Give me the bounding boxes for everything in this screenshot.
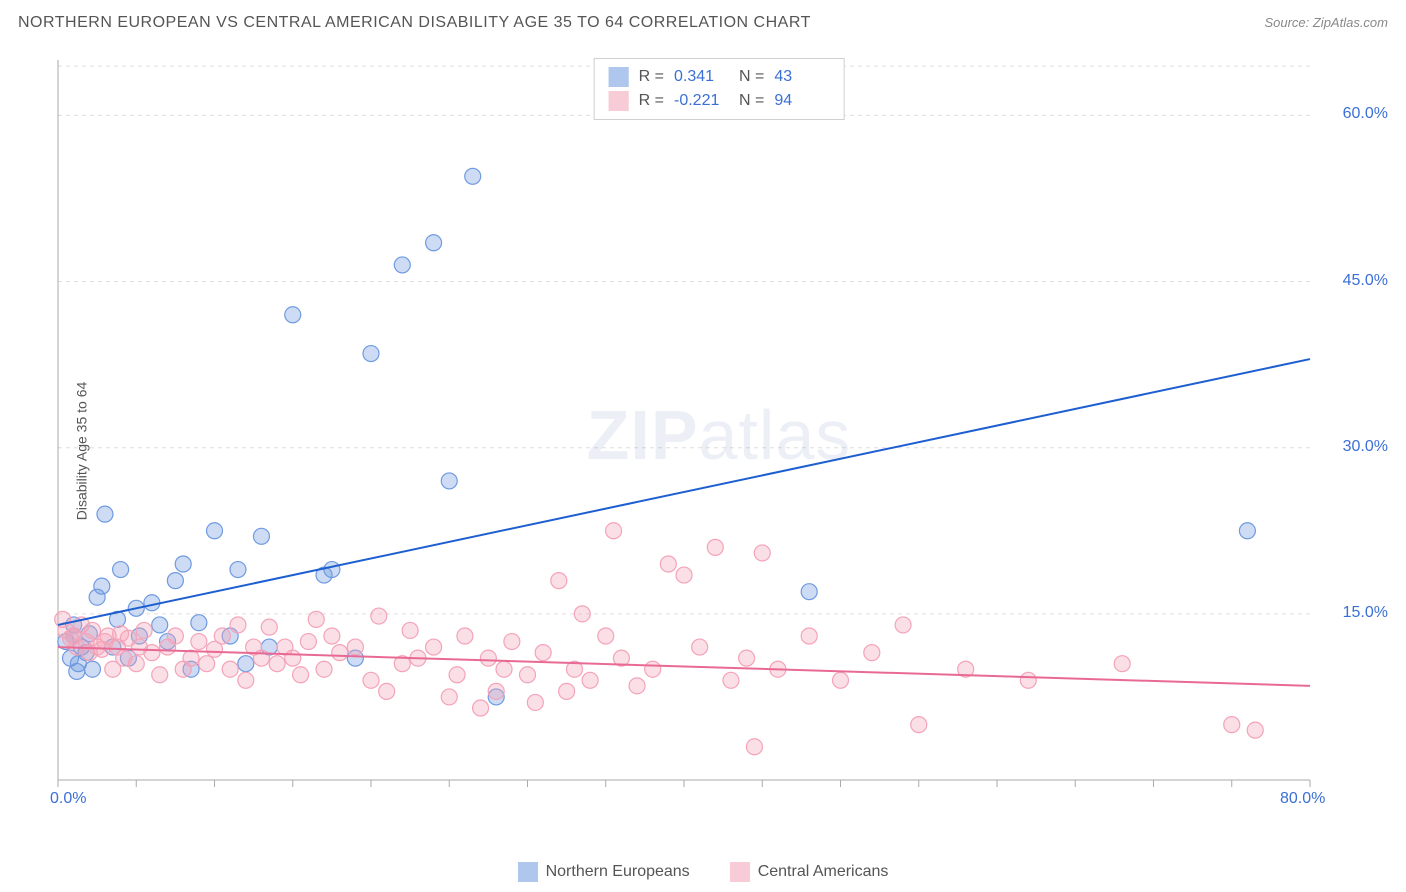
n-label: N =: [739, 92, 764, 110]
y-tick-label: 30.0%: [1343, 438, 1388, 456]
legend-swatch-central: [609, 91, 629, 111]
source-name: ZipAtlas.com: [1313, 15, 1388, 30]
y-tick-label: 60.0%: [1343, 105, 1388, 123]
legend-swatch-central: [730, 862, 750, 882]
scatter-plot-svg: [50, 50, 1350, 810]
legend-label-northern: Northern Europeans: [546, 863, 690, 881]
r-label: R =: [639, 68, 664, 86]
legend-item-northern: Northern Europeans: [518, 862, 690, 882]
x-tick-label: 0.0%: [50, 790, 86, 808]
source-prefix: Source:: [1264, 15, 1312, 30]
y-tick-label: 45.0%: [1343, 272, 1388, 290]
r-value-central: -0.221: [674, 92, 729, 110]
source-attribution: Source: ZipAtlas.com: [1264, 14, 1388, 32]
n-value-northern: 43: [774, 68, 829, 86]
r-value-northern: 0.341: [674, 68, 729, 86]
chart-area: Disability Age 35 to 64 ZIPatlas R =0.34…: [50, 50, 1388, 852]
n-value-central: 94: [774, 92, 829, 110]
chart-title: NORTHERN EUROPEAN VS CENTRAL AMERICAN DI…: [18, 14, 811, 32]
stats-row-northern: R = 0.341 N = 43: [609, 65, 830, 89]
legend-item-central: Central Americans: [730, 862, 889, 882]
legend-label-central: Central Americans: [758, 863, 889, 881]
r-label: R =: [639, 92, 664, 110]
series-legend: Northern Europeans Central Americans: [0, 862, 1406, 882]
n-label: N =: [739, 68, 764, 86]
legend-swatch-northern: [518, 862, 538, 882]
stats-row-central: R = -0.221 N = 94: [609, 89, 830, 113]
y-axis-label: Disability Age 35 to 64: [73, 382, 89, 521]
stats-legend-box: R = 0.341 N = 43 R = -0.221 N = 94: [594, 58, 845, 120]
x-tick-label: 80.0%: [1280, 790, 1325, 808]
legend-swatch-northern: [609, 67, 629, 87]
y-tick-label: 15.0%: [1343, 604, 1388, 622]
